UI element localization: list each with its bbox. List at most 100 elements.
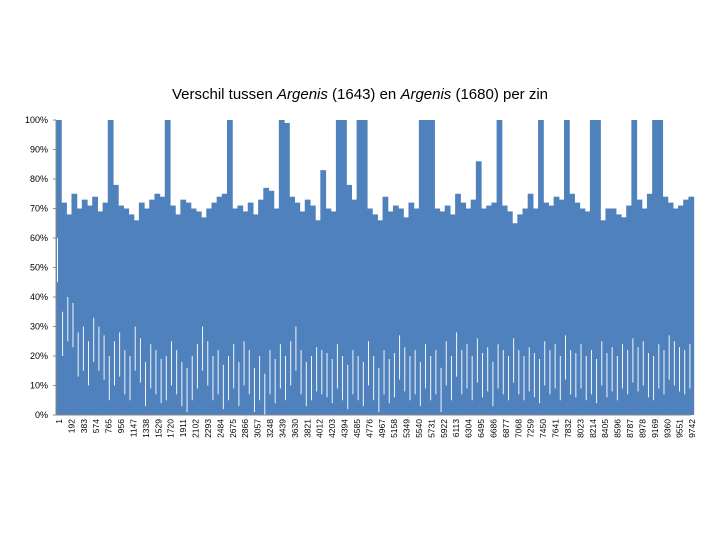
bar-gap <box>165 356 167 401</box>
bar <box>600 220 607 415</box>
bar <box>517 214 524 415</box>
bar <box>320 170 327 415</box>
bar <box>304 199 311 415</box>
x-tick-label: 6304 <box>464 419 474 438</box>
bar-gap <box>658 344 660 389</box>
bar-gap <box>637 347 639 392</box>
bar <box>144 208 150 415</box>
bar-gap <box>145 361 147 407</box>
x-tick-label: 9742 <box>687 419 697 438</box>
bar-gap <box>471 356 473 401</box>
bar <box>159 196 166 415</box>
bar <box>138 202 145 415</box>
bar <box>532 208 539 415</box>
x-tick-label: 4776 <box>364 419 374 438</box>
bar <box>175 214 181 415</box>
bar <box>652 120 658 415</box>
x-tick-label: 4203 <box>327 419 337 438</box>
bar <box>232 208 238 415</box>
x-tick-label: 4012 <box>315 419 325 438</box>
bar <box>149 199 156 415</box>
x-tick-label: 5731 <box>426 419 436 438</box>
bar <box>169 205 176 415</box>
bar <box>247 202 254 415</box>
chart-title-part: Argenis <box>277 86 328 103</box>
bar-gap <box>347 364 349 410</box>
bar-gap <box>580 344 582 389</box>
bar <box>496 120 503 415</box>
bar <box>543 202 550 415</box>
bar-gap <box>243 341 245 386</box>
bar-gap <box>647 353 649 398</box>
bar-gap <box>632 338 634 383</box>
bar <box>335 120 342 415</box>
bar <box>424 120 430 415</box>
bar <box>662 196 669 415</box>
bar-gap <box>119 332 121 377</box>
x-tick-label: 5158 <box>389 419 399 438</box>
bar <box>341 120 347 415</box>
bar-gap <box>627 350 629 395</box>
bar-gap <box>523 356 525 401</box>
bar-gap <box>238 361 240 407</box>
bar-gap <box>476 338 478 383</box>
bar-gap <box>228 356 229 401</box>
y-tick-label: 50% <box>30 263 48 273</box>
bar-gap <box>279 344 281 389</box>
bar-gap <box>57 238 58 283</box>
bar <box>118 205 124 415</box>
x-tick-label: 7641 <box>551 419 561 438</box>
bar <box>366 208 373 415</box>
bar-gap <box>622 344 623 389</box>
x-tick-label: 2866 <box>240 419 250 438</box>
bar-gap <box>425 344 426 389</box>
bar-gap <box>559 356 561 401</box>
bar-gap <box>207 341 209 386</box>
bar-gap <box>549 350 551 395</box>
bar-gap <box>487 347 489 392</box>
x-tick-label: 8978 <box>637 419 647 438</box>
bar <box>356 120 363 415</box>
x-tick-label: 7259 <box>526 419 536 438</box>
bar-gap <box>596 358 598 404</box>
bar <box>678 205 684 415</box>
bar <box>372 214 378 415</box>
bar <box>548 205 555 415</box>
y-tick-label: 80% <box>30 174 48 184</box>
bar <box>512 223 518 415</box>
bar-gap <box>575 353 577 398</box>
bar-gap <box>616 356 618 401</box>
bar <box>289 196 295 415</box>
bar-gap <box>202 326 204 371</box>
bar-gap <box>233 344 235 389</box>
bar <box>657 120 664 415</box>
bar-gap <box>482 353 484 398</box>
x-tick-label: 2675 <box>228 419 238 438</box>
bar <box>595 120 601 415</box>
bar <box>216 196 223 415</box>
x-tick-label: 2293 <box>203 419 213 438</box>
x-tick-label: 1720 <box>166 419 176 438</box>
bar <box>636 199 643 415</box>
y-tick-label: 100% <box>25 115 48 125</box>
bar <box>688 196 695 415</box>
bar-gap <box>419 361 421 407</box>
x-tick-label: 7068 <box>513 419 523 438</box>
bar-gap <box>399 335 401 380</box>
bar <box>346 184 353 415</box>
bar <box>481 208 487 415</box>
bar-gap <box>108 356 110 401</box>
bar <box>330 211 337 415</box>
bar-gap <box>570 350 572 395</box>
bar <box>605 208 612 415</box>
bar <box>315 220 321 415</box>
x-tick-label: 3630 <box>290 419 300 438</box>
x-tick-label: 9551 <box>675 419 685 438</box>
bar <box>102 202 109 415</box>
bar <box>284 122 290 415</box>
bar-gap <box>176 350 178 395</box>
bar <box>325 208 332 415</box>
y-tick-label: 10% <box>30 381 48 391</box>
bar <box>133 220 140 415</box>
x-tick-label: 6113 <box>451 419 461 438</box>
